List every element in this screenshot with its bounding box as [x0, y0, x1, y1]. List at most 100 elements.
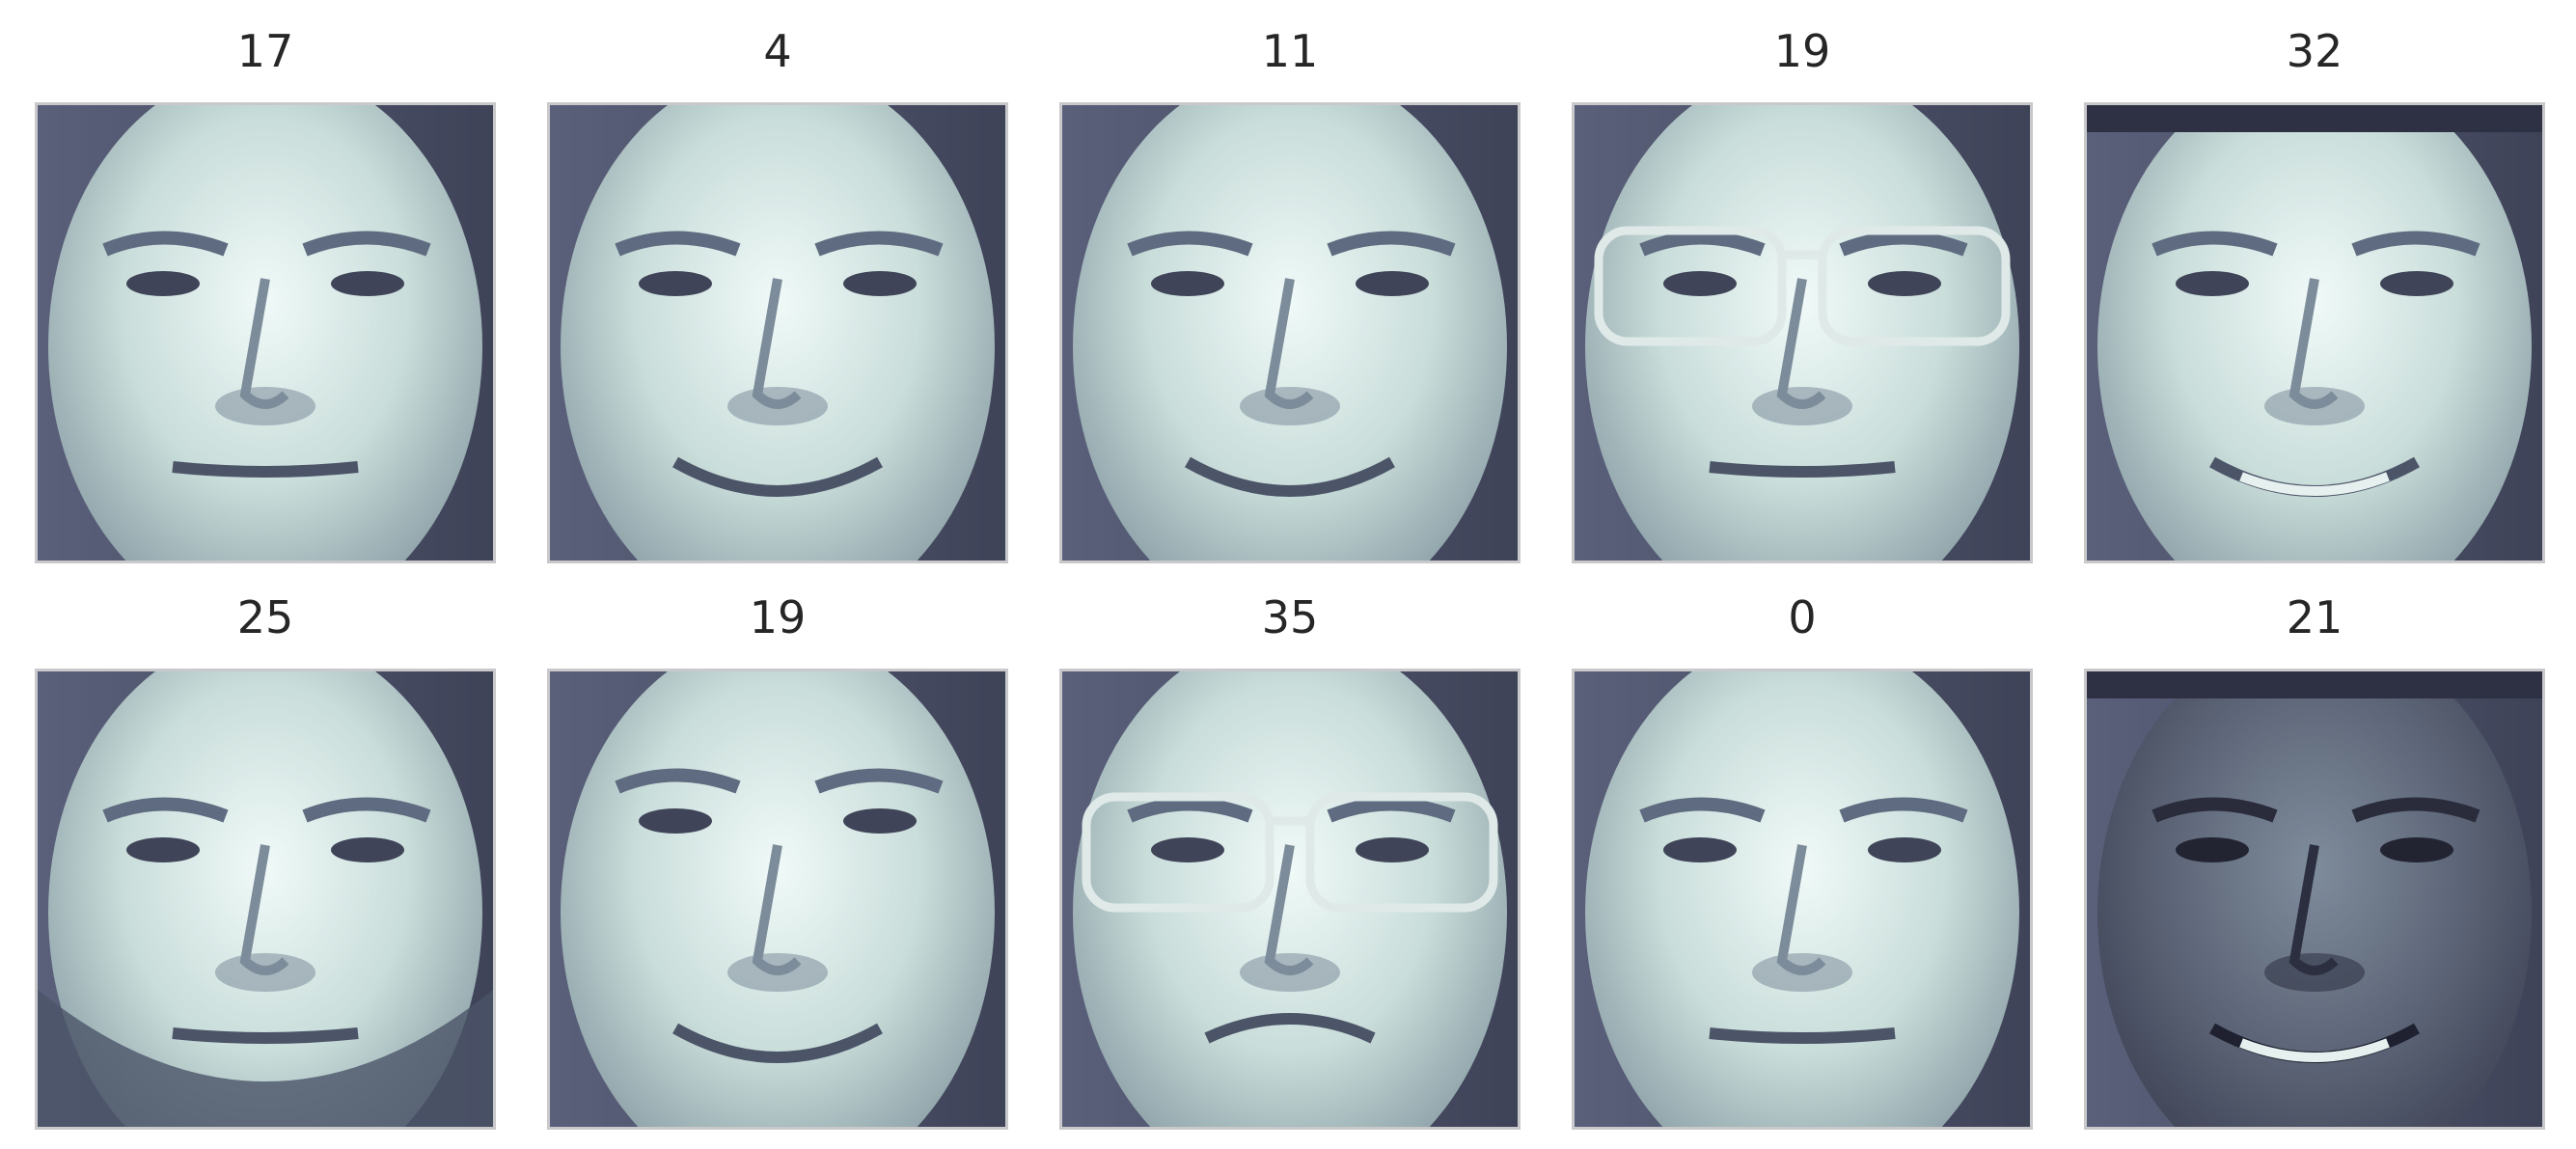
- teeth: [2239, 1038, 2390, 1062]
- face-skin: [48, 671, 482, 1127]
- left-lens: [1594, 226, 1787, 346]
- right-brow: [1839, 797, 1968, 823]
- face-image-frame: [1059, 669, 1521, 1130]
- face-title: 0: [1788, 591, 1817, 643]
- left-eye: [126, 837, 200, 862]
- left-brow: [615, 768, 741, 794]
- mouth: [1709, 461, 1896, 478]
- face-skin: [1585, 671, 2019, 1127]
- teeth: [2239, 472, 2390, 496]
- right-brow: [1327, 231, 1456, 257]
- face-image: [1062, 105, 1518, 561]
- right-brow: [1839, 231, 1968, 257]
- left-brow: [1639, 231, 1766, 257]
- hair: [2087, 671, 2542, 698]
- left-eye: [1663, 271, 1737, 296]
- left-eye: [2176, 837, 2249, 862]
- mouth: [1204, 1013, 1376, 1044]
- face-image-frame: [2084, 669, 2545, 1130]
- left-eye: [639, 808, 712, 834]
- face-image-frame: [35, 102, 496, 563]
- left-brow: [1127, 797, 1253, 823]
- right-brow: [814, 231, 944, 257]
- left-brow: [615, 231, 741, 257]
- face-image: [38, 671, 493, 1127]
- nostrils: [2264, 953, 2365, 992]
- face-image: [2087, 671, 2542, 1127]
- right-eye: [843, 808, 917, 834]
- face-title: 25: [236, 591, 294, 643]
- right-brow: [2351, 797, 2480, 823]
- face-image-frame: [35, 669, 496, 1130]
- nostrils: [727, 953, 828, 992]
- mouth: [172, 461, 359, 478]
- face-title: 32: [2286, 25, 2343, 77]
- face-image-frame: [2084, 102, 2545, 563]
- left-eye: [126, 271, 200, 296]
- face-skin: [1585, 105, 2019, 561]
- face-skin: [2097, 105, 2532, 561]
- left-eye: [2176, 271, 2249, 296]
- right-eye: [843, 271, 917, 296]
- face-image-frame: [1059, 102, 1521, 563]
- face-skin: [561, 105, 995, 561]
- face-skin: [1073, 105, 1507, 561]
- nostrils: [215, 387, 315, 425]
- left-eye: [1663, 837, 1737, 862]
- left-lens: [1082, 792, 1274, 913]
- mouth: [1185, 456, 1395, 497]
- face-image: [2087, 105, 2542, 561]
- right-lens: [1305, 792, 1498, 913]
- face-title: 35: [1261, 591, 1319, 643]
- right-eye: [331, 271, 404, 296]
- left-brow: [102, 797, 229, 823]
- face-title: 19: [1773, 25, 1831, 77]
- right-brow: [302, 231, 431, 257]
- left-brow: [1127, 231, 1253, 257]
- left-brow: [1639, 797, 1766, 823]
- right-eye: [1356, 837, 1429, 862]
- right-brow: [302, 797, 431, 823]
- face-skin: [561, 671, 995, 1127]
- face-title: 19: [749, 591, 807, 643]
- mouth: [1709, 1027, 1896, 1044]
- mouth: [672, 456, 883, 497]
- right-eye: [2380, 271, 2453, 296]
- right-eye: [331, 837, 404, 862]
- mouth: [672, 1023, 883, 1063]
- nostrils: [215, 953, 315, 992]
- hair: [2087, 105, 2542, 132]
- face-image-frame: [1572, 102, 2033, 563]
- face-image: [550, 105, 1005, 561]
- nostrils: [1752, 387, 1852, 425]
- left-brow: [2151, 231, 2278, 257]
- right-brow: [1327, 797, 1456, 823]
- face-image: [1575, 671, 2030, 1127]
- face-title: 17: [236, 25, 294, 77]
- left-brow: [102, 231, 229, 257]
- right-eye: [1868, 837, 1941, 862]
- beard: [38, 990, 493, 1127]
- right-lens: [1818, 226, 2011, 346]
- left-eye: [1151, 837, 1224, 862]
- face-image-frame: [1572, 669, 2033, 1130]
- right-brow: [814, 768, 944, 794]
- right-brow: [2351, 231, 2480, 257]
- nostrils: [1752, 953, 1852, 992]
- right-eye: [1356, 271, 1429, 296]
- nostrils: [1240, 387, 1340, 425]
- nostrils: [1240, 953, 1340, 992]
- face-skin: [2097, 671, 2532, 1127]
- left-eye: [639, 271, 712, 296]
- left-eye: [1151, 271, 1224, 296]
- face-image-frame: [547, 102, 1008, 563]
- face-skin: [1073, 671, 1507, 1127]
- face-title: 21: [2286, 591, 2343, 643]
- right-eye: [1868, 271, 1941, 296]
- face-title: 11: [1261, 25, 1319, 77]
- left-brow: [2151, 797, 2278, 823]
- face-image: [38, 105, 493, 561]
- mouth: [172, 1027, 359, 1044]
- face-image-frame: [547, 669, 1008, 1130]
- right-eye: [2380, 837, 2453, 862]
